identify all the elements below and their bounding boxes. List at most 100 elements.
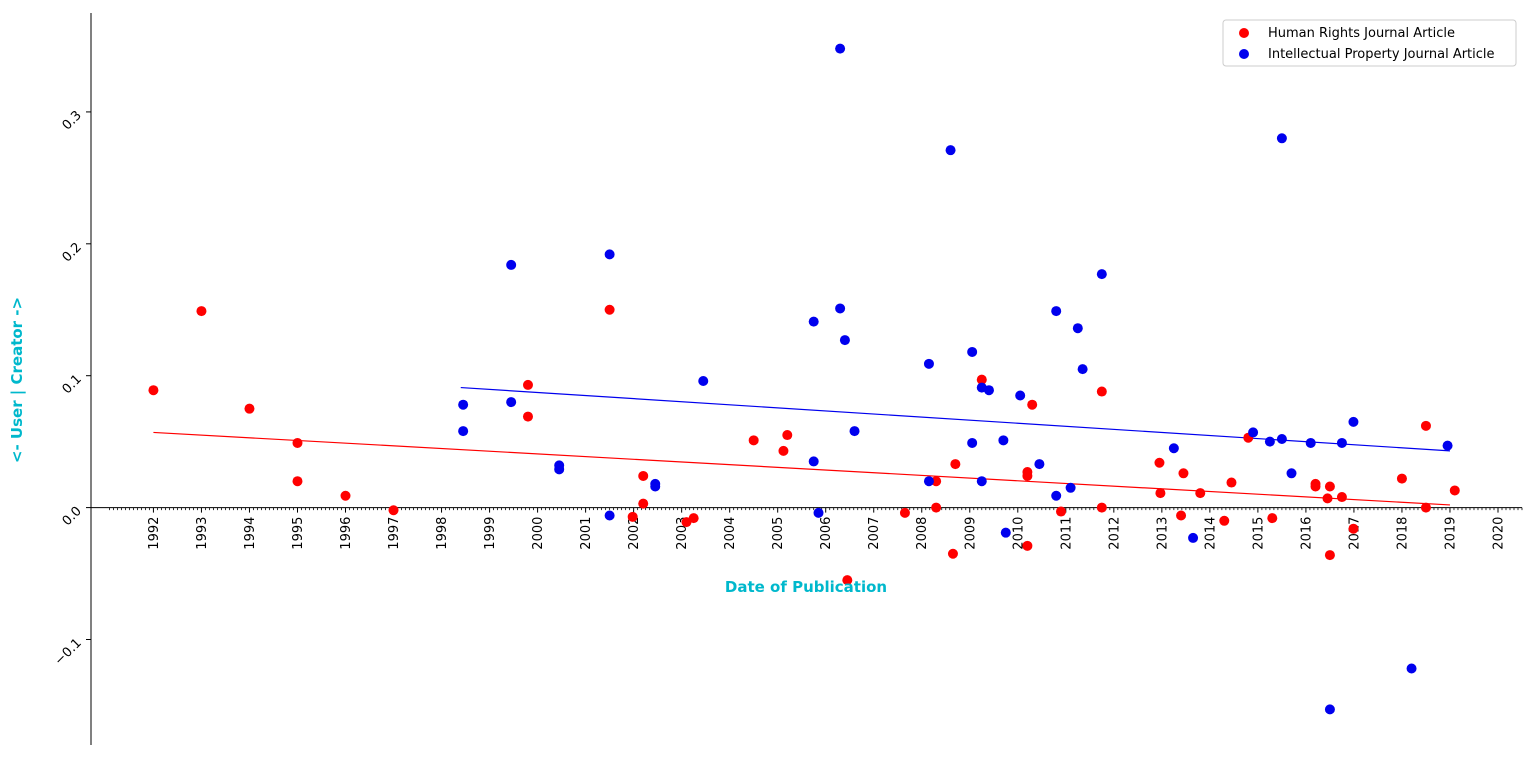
human-rights-point [1449,485,1460,496]
intellectual-property-point [604,249,615,260]
intellectual-property-point [650,481,661,492]
x-tick-label: 1995 [291,517,306,550]
intellectual-property-point [813,507,824,518]
x-tick-label: 2016 [1299,517,1314,550]
x-tick-label: 1998 [435,517,450,550]
y-tick-label: −0.1 [52,636,85,669]
intellectual-property-point [1188,532,1199,543]
human-rights-point [1322,493,1333,504]
x-tick-label: 2012 [1107,517,1122,550]
x-tick-label: 2019 [1443,517,1458,550]
intellectual-property-point [698,375,709,386]
human-rights-point [522,379,533,390]
intellectual-property-point [604,510,615,521]
human-rights-point [1324,550,1335,561]
intellectual-property-point [923,476,934,487]
x-tick-label: 2004 [723,517,738,550]
human-rights-point [1195,488,1206,499]
intellectual-property-point [1286,468,1297,479]
intellectual-property-point [835,303,846,314]
x-tick-label: 2005 [771,517,786,550]
human-rights-point [638,498,649,509]
intellectual-property-point [923,358,934,369]
x-tick-label: 2011 [1059,517,1074,550]
x-tick-label: 2020 [1491,517,1506,550]
intellectual-property-point [1168,443,1179,454]
trend-line-intellectual-property [460,386,1451,452]
x-tick-label: 2008 [915,517,930,550]
legend-label-intellectual-property: Intellectual Property Journal Article [1268,47,1495,62]
human-rights-point [1056,506,1067,517]
human-rights-point [1178,468,1189,479]
x-tick-label: 2001 [579,517,594,550]
x-axis-title: Date of Publication [725,578,887,596]
human-rights-point [1096,502,1107,513]
x-tick-label: 1999 [483,517,498,550]
x-tick-label: 1997 [387,517,402,550]
intellectual-property-point [1000,527,1011,538]
human-rights-point [196,306,207,317]
human-rights-point [842,575,853,586]
human-rights-point [388,505,399,516]
legend: Human Rights Journal Article Intellectua… [1222,19,1517,67]
intellectual-property-point [1406,663,1417,674]
human-rights-point [1226,477,1237,488]
intellectual-property-point [458,426,469,437]
intellectual-property-point [1051,306,1062,317]
human-rights-point [782,430,793,441]
legend-box [1222,19,1517,67]
x-tick-label: 2002 [627,517,642,550]
intellectual-property-point [983,385,994,396]
human-rights-point [292,437,303,448]
intellectual-property-point [506,259,517,270]
human-rights-point [1348,523,1359,534]
legend-marker-human-rights [1239,28,1249,38]
intellectual-property-point [998,435,1009,446]
intellectual-property-point [1336,437,1347,448]
human-rights-point [638,470,649,481]
x-tick-label: 2014 [1203,517,1218,550]
human-rights-point [778,445,789,456]
x-tick-label: 2000 [531,517,546,550]
human-rights-point [899,507,910,518]
human-rights-point [931,502,942,513]
human-rights-point [748,435,759,446]
legend-marker-intellectual-property [1239,49,1249,59]
intellectual-property-point [808,456,819,467]
human-rights-point [604,304,615,315]
intellectual-property-point [1072,323,1083,334]
human-rights-point [1420,502,1431,513]
human-rights-point [1396,473,1407,484]
human-rights-point [340,490,351,501]
human-rights-point [1219,515,1230,526]
data-points [148,43,1460,715]
intellectual-property-point [506,397,517,408]
x-tick-label: 1992 [147,517,162,550]
intellectual-property-point [1065,482,1076,493]
x-tick-label: 2015 [1251,517,1266,550]
human-rights-point [1267,513,1278,524]
x-tick-label: 2010 [1011,517,1026,550]
intellectual-property-point [554,464,565,475]
human-rights-point [1096,386,1107,397]
intellectual-property-point [839,335,850,346]
human-rights-point [1336,492,1347,503]
intellectual-property-point [1077,364,1088,375]
axes: 1992 1993 1994 1995 1996 1997 1998 1999 2000 2001… [52,13,1523,745]
human-rights-point [627,511,638,522]
intellectual-property-point [1034,459,1045,470]
human-rights-point [1176,510,1187,521]
intellectual-property-point [1051,490,1062,501]
intellectual-property-point [1305,437,1316,448]
human-rights-point [148,385,159,396]
human-rights-point [947,548,958,559]
x-tick-label: 2013 [1155,517,1170,550]
human-rights-point [1324,481,1335,492]
intellectual-property-point [1348,416,1359,427]
intellectual-property-point [835,43,846,54]
intellectual-property-point [1276,133,1287,144]
x-tick-label: 2007 [867,517,882,550]
x-tick-label: 1994 [243,517,258,550]
